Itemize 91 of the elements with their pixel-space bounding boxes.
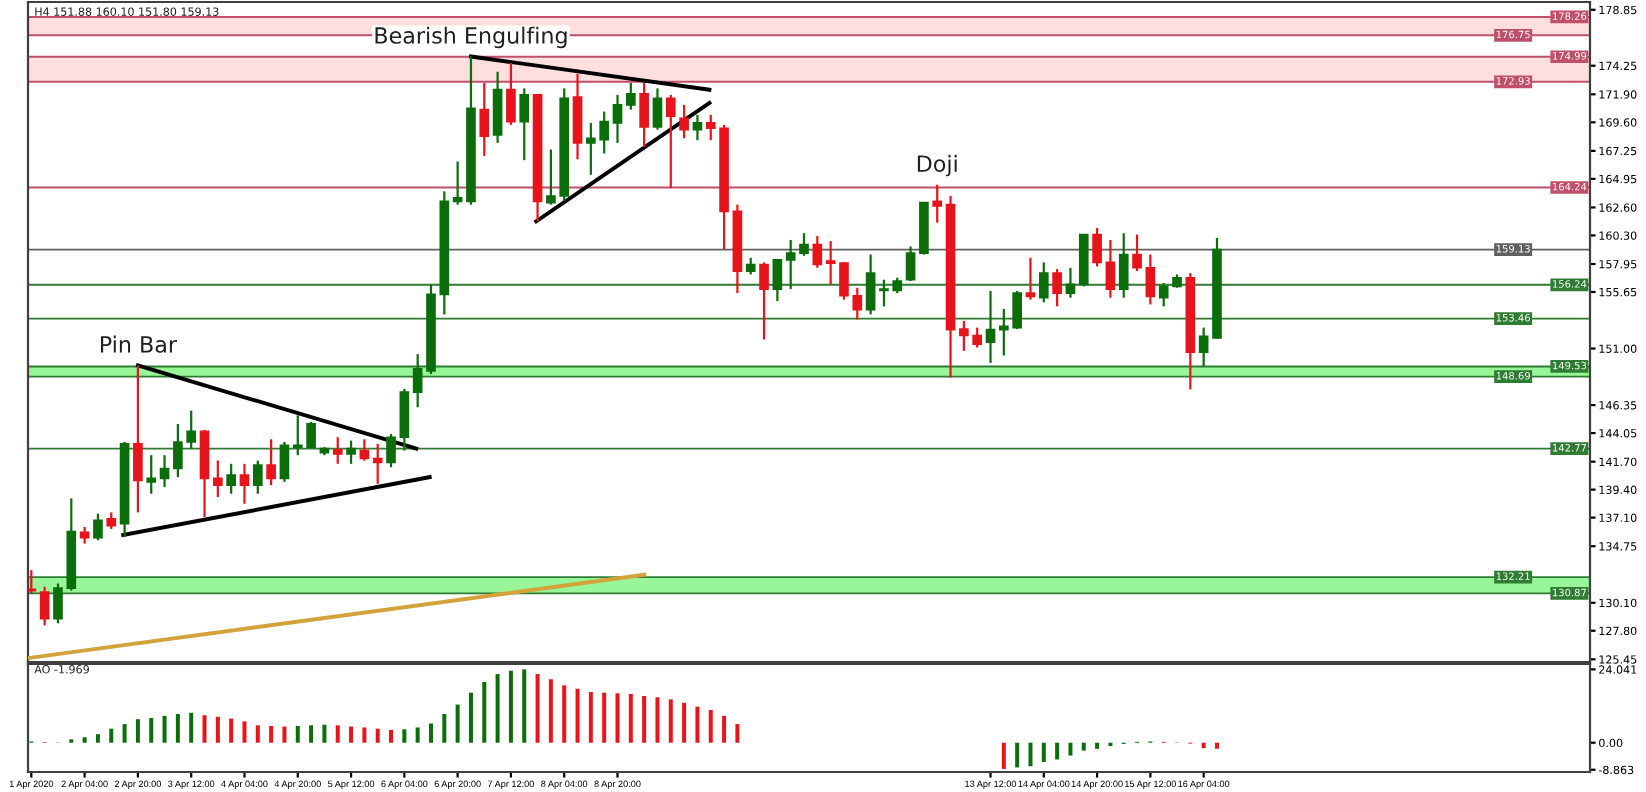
candlestick (279, 440, 290, 483)
bar (162, 715, 167, 743)
bar (362, 727, 367, 743)
candlestick (679, 103, 689, 140)
bar (708, 710, 713, 743)
candlestick (812, 234, 823, 269)
bar (695, 706, 700, 743)
bar (82, 737, 87, 743)
bar (242, 721, 247, 743)
bar (175, 714, 180, 743)
bar (562, 685, 567, 743)
bar (588, 692, 593, 743)
candlestick (519, 87, 530, 162)
bar (282, 726, 287, 743)
bar (1041, 742, 1046, 762)
candlestick (93, 512, 103, 542)
candlestick (266, 438, 276, 487)
candlestick (572, 72, 583, 161)
bar (1095, 742, 1100, 749)
bar (575, 688, 580, 743)
bar (628, 693, 633, 743)
candlestick (213, 459, 223, 499)
bar (455, 704, 460, 743)
bar (109, 728, 114, 743)
candlestick (239, 462, 250, 505)
candlestick (759, 261, 769, 341)
bar (495, 674, 500, 743)
candlestick (905, 245, 916, 283)
candlestick (133, 364, 143, 514)
annotation: Pin Bar (100, 335, 178, 353)
bar (482, 682, 487, 743)
bar (522, 669, 527, 743)
candlestick (692, 113, 703, 142)
candlestick (39, 585, 50, 627)
candlestick (412, 353, 423, 409)
candlestick (346, 439, 356, 465)
candlestick (1145, 253, 1156, 306)
bar (349, 726, 354, 743)
bar (615, 693, 620, 743)
candlestick (1065, 266, 1076, 299)
candlestick (252, 459, 263, 495)
candlestick (359, 438, 370, 462)
bar (229, 718, 234, 743)
candlestick (372, 442, 383, 485)
candlestick (1052, 268, 1062, 308)
candlestick (1105, 238, 1116, 299)
bar (95, 734, 100, 743)
bar (215, 716, 220, 743)
bar (415, 727, 420, 743)
candlestick (452, 160, 463, 206)
bar (1028, 742, 1033, 767)
bar (655, 697, 660, 743)
candlestick (825, 240, 836, 286)
candlestick (1132, 233, 1142, 273)
bar (149, 718, 154, 743)
candlestick (1092, 226, 1102, 268)
bar (295, 725, 300, 743)
candlestick (625, 81, 636, 111)
bar (642, 696, 647, 743)
candlestick (865, 253, 876, 316)
candlestick (332, 436, 343, 465)
bar (309, 725, 314, 743)
annotation: Bearish Engulfing (375, 26, 567, 49)
candlestick (772, 258, 783, 303)
candlestick (1038, 261, 1049, 304)
candlestick (159, 454, 170, 489)
candlestick (492, 70, 503, 144)
candlestick (479, 81, 490, 158)
bar (548, 679, 553, 743)
bar (375, 728, 380, 743)
annotation: Doji (917, 154, 957, 177)
candlestick (932, 183, 943, 224)
bar (442, 714, 447, 743)
candlestick (386, 432, 396, 469)
candlestick (652, 87, 663, 131)
bar (722, 715, 727, 743)
bar (428, 723, 433, 743)
candlestick (639, 81, 649, 148)
candlestick (665, 93, 676, 190)
candlestick (612, 93, 623, 144)
candlestick (399, 387, 410, 452)
candlestick (1118, 232, 1129, 299)
candlestick (226, 462, 236, 495)
candlestick (1198, 326, 1209, 368)
candlestick (199, 428, 210, 519)
candlestick (146, 454, 157, 495)
candlestick (985, 289, 996, 365)
bar (1201, 742, 1206, 749)
candlestick (1025, 256, 1036, 301)
candlestick (506, 61, 516, 126)
bar (1055, 742, 1060, 760)
